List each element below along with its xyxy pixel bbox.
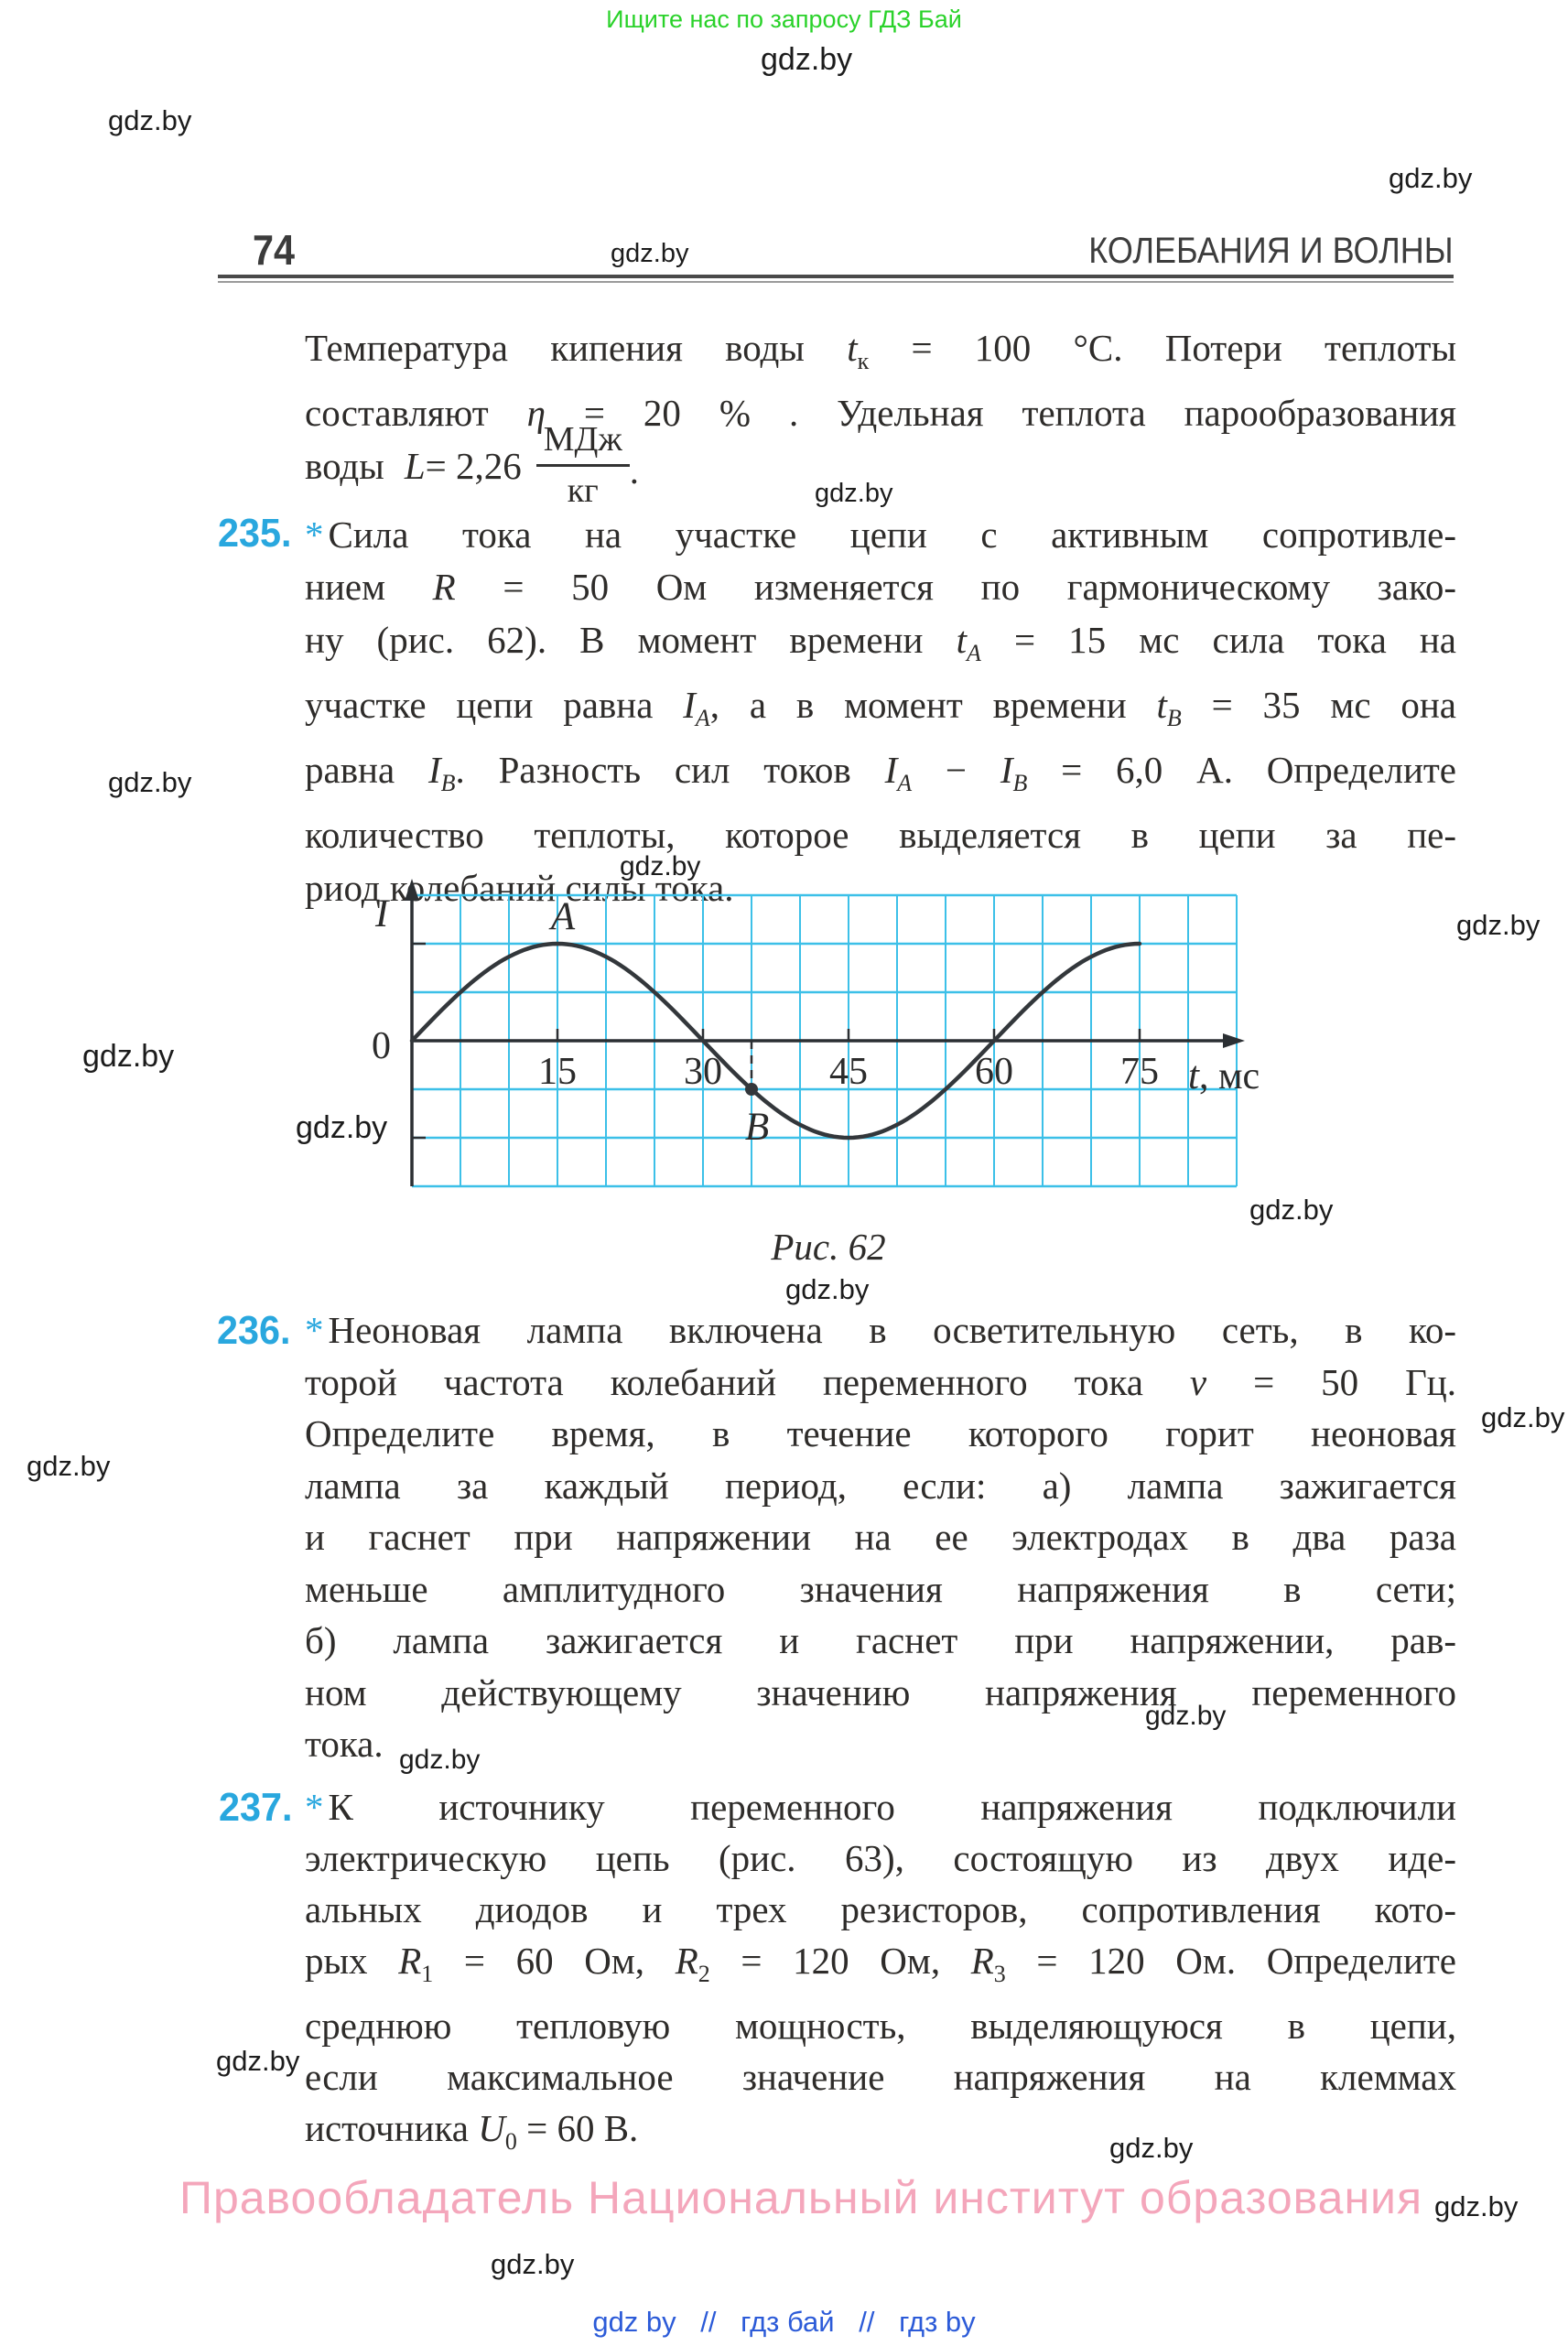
promo-banner: Ищите нас по запросу ГДЗ Бай: [606, 5, 962, 33]
text-line: Определите время, в течение которого гор…: [305, 1412, 1456, 1454]
text-line: * Неоновая лампа включена в осветительную…: [305, 1309, 1456, 1351]
page-number: 74: [253, 226, 296, 274]
text-line: рых R1 = 60 Ом, R2 = 120 Ом, R3 = 120 Ом…: [305, 1940, 1457, 1987]
formula-prefix: воды: [305, 444, 384, 487]
y-axis-label: I: [374, 892, 390, 935]
figure-62-graph: 15 30 45 60 75 A B I 0 t, мс: [372, 879, 1260, 1188]
text-line: составляют η = 20 % . Удельная теплота п…: [305, 392, 1456, 434]
watermark: gdz.by: [1389, 162, 1473, 194]
text-line: участке цепи равна IA, а в момент времен…: [305, 683, 1456, 731]
text-line: электрическую цепь (рис. 63), состоящую …: [305, 1837, 1456, 1879]
text-line: и гаснет при напряжении на ее электродах…: [305, 1516, 1456, 1558]
text-line: ном действующему значению напряжения пер…: [305, 1670, 1456, 1714]
text-line: источника U0 = 60 В.: [305, 2107, 639, 2155]
text-line: ну (рис. 62). В момент времени tA = 15 м…: [305, 618, 1457, 666]
point-B-dot: [745, 1083, 758, 1096]
header-rule: [218, 275, 1454, 278]
text-line: лампа за каждый период, если: а) лампа з…: [305, 1464, 1456, 1507]
text-line: альных диодов и трех резисторов, сопроти…: [305, 1888, 1456, 1930]
watermark: gdz.by: [296, 1110, 388, 1145]
watermark: gdz.by: [1109, 2132, 1194, 2164]
watermark: gdz.by: [216, 2045, 300, 2077]
figure-62-caption: Рис. 62: [771, 1226, 886, 1268]
text-line: б) лампа зажигается и гаснет при напряже…: [305, 1619, 1456, 1661]
text-line: равна IB. Разность сил токов IA − IB = 6…: [305, 749, 1457, 797]
x-axis-label: t, мс: [1188, 1054, 1260, 1097]
watermark: gdz.by: [399, 1745, 481, 1775]
footer-link-gdz-by[interactable]: gdz by: [592, 2306, 676, 2338]
point-B-label: B: [745, 1106, 769, 1149]
watermark: gdz.by: [82, 1039, 175, 1074]
copyright-line: Правообладатель Национальный институт об…: [179, 2172, 1423, 2223]
text-line: среднюю тепловую мощность, выделяющуюся …: [305, 2005, 1456, 2047]
current-sine-curve: [409, 941, 1142, 1141]
problem-237-text: * К источнику переменного напряжения подк…: [305, 1781, 1456, 2168]
x-tick-label: 75: [1120, 1051, 1159, 1093]
x-tick-label: 45: [829, 1051, 868, 1093]
y-axis-arrow: [405, 879, 419, 901]
formula-period: .: [629, 449, 639, 492]
problem-236-number: 236.: [217, 1308, 291, 1353]
text-line: тока.: [305, 1723, 384, 1765]
text-line: * К источнику переменного напряжения подк…: [305, 1786, 1456, 1828]
footer-link-separator: //: [700, 2306, 717, 2338]
watermark: gdz.by: [108, 104, 192, 136]
watermark: gdz.by: [27, 1450, 111, 1482]
x-tick-label: 60: [975, 1051, 1013, 1093]
text-line: * Сила тока на участке цепи с активным со…: [305, 514, 1456, 556]
intro-paragraph: Температура кипения воды tк = 100 °С. По…: [305, 322, 1456, 438]
text-line: торой частота колебаний переменного тока…: [305, 1360, 1456, 1403]
watermark: gdz.by: [1481, 1401, 1565, 1433]
text-line: риод колебаний силы тока.: [305, 866, 734, 909]
watermark: gdz.by: [785, 1273, 870, 1305]
x-tick-label: 30: [684, 1051, 722, 1093]
fraction-denominator: кг: [567, 470, 599, 510]
watermark: gdz.by: [761, 42, 853, 77]
watermark: gdz.by: [611, 239, 689, 268]
problem-237-number: 237.: [219, 1785, 293, 1830]
x-tick-label: 15: [538, 1051, 577, 1093]
watermark: gdz.by: [1145, 1701, 1227, 1731]
problem-235-text: * Сила тока на участке цепи с активным со…: [305, 509, 1456, 914]
header-rule-shadow: [218, 281, 1454, 283]
footer-link-gdz-by-2[interactable]: гдз by: [899, 2306, 976, 2338]
footer-links: gdz by // гдз бай // гдз by: [0, 2306, 1568, 2339]
chapter-header: КОЛЕБАНИЯ И ВОЛНЫ: [1088, 231, 1454, 271]
footer-link-gdz-bai[interactable]: гдз бай: [741, 2306, 835, 2338]
formula-value: = 2,26: [425, 444, 522, 487]
footer-link-separator: //: [859, 2306, 875, 2338]
fraction-numerator: МДж: [535, 420, 630, 467]
x-axis-arrow: [1223, 1033, 1245, 1048]
point-A-label: A: [548, 895, 576, 938]
text-line: если максимальное значение напряжения на…: [305, 2056, 1456, 2098]
watermark: gdz.by: [1456, 909, 1541, 941]
watermark: gdz.by: [491, 2248, 575, 2280]
text-line: количество теплоты, которое выделяется в…: [305, 814, 1456, 857]
origin-label: 0: [372, 1025, 391, 1067]
formula-fraction: МДж кг: [535, 420, 630, 511]
problem-235-number: 235.: [218, 511, 292, 556]
text-line: нием R = 50 Ом изменяется по гармоническ…: [305, 566, 1456, 609]
watermark: gdz.by: [815, 479, 893, 508]
watermark: gdz.by: [108, 766, 192, 798]
problem-236-text: * Неоновая лампа включена в осветительную…: [305, 1304, 1456, 1770]
watermark: gdz.by: [620, 851, 701, 881]
watermark: gdz.by: [1434, 2190, 1519, 2222]
formula-variable: L: [404, 444, 426, 487]
watermark: gdz.by: [1249, 1194, 1334, 1226]
text-line: меньше амплитудного значения напряжения …: [305, 1567, 1456, 1610]
text-line: Температура кипения воды tк = 100 °С. По…: [305, 327, 1456, 374]
specific-heat-formula: воды L = 2,26 МДж кг .: [305, 420, 639, 511]
